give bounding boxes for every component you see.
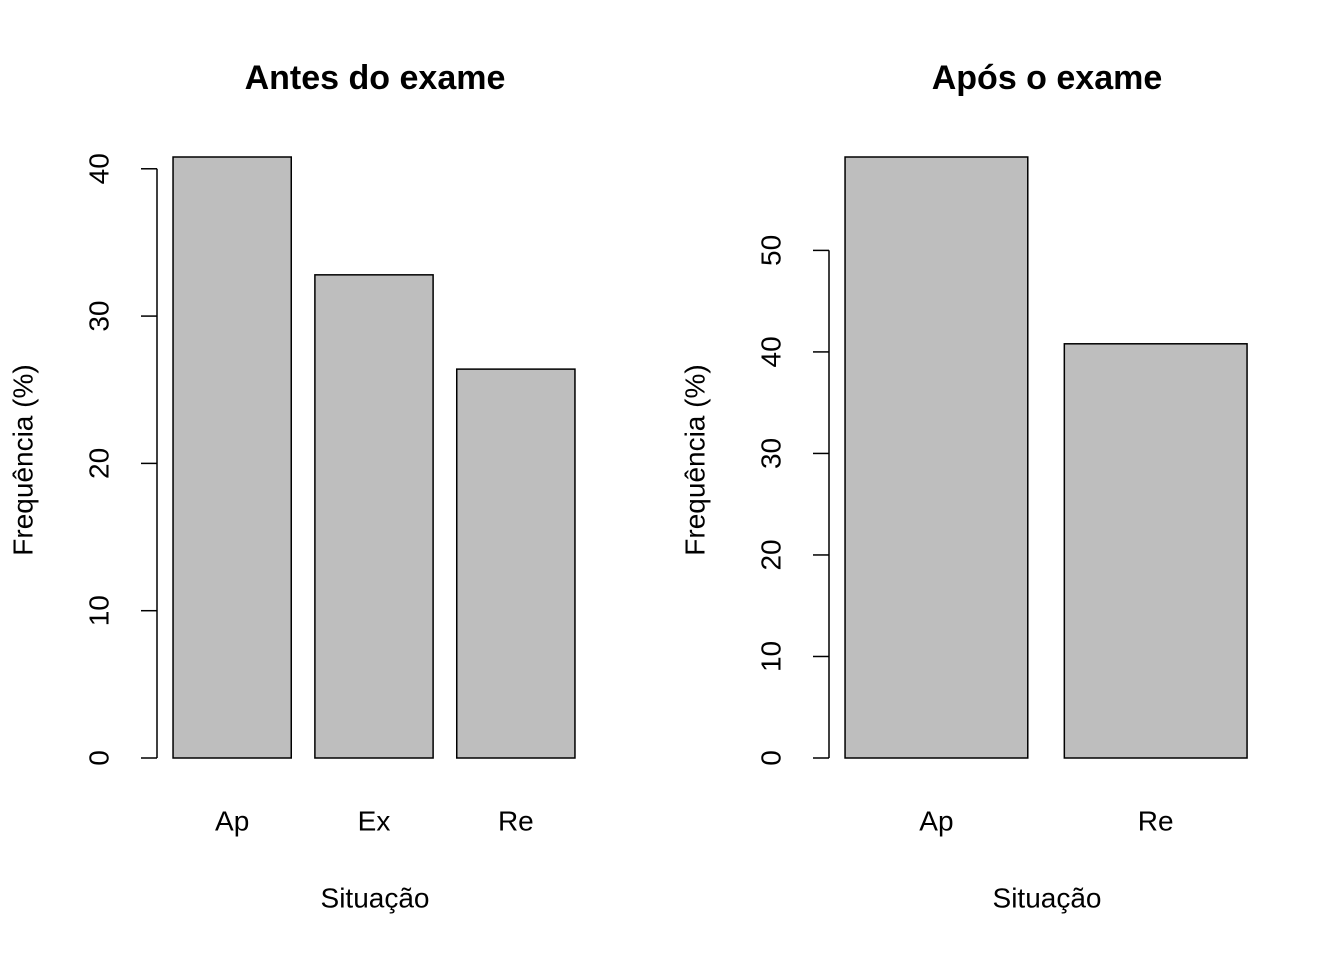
chart-title: Antes do exame xyxy=(245,59,506,97)
y-tick-label: 40 xyxy=(83,153,114,184)
x-tick-label: Re xyxy=(498,805,534,836)
x-tick-label: Ex xyxy=(358,805,391,836)
y-tick-label: 30 xyxy=(755,438,786,469)
bar xyxy=(314,274,434,759)
y-tick-label: 20 xyxy=(755,539,786,570)
y-tick-label: 50 xyxy=(755,235,786,266)
bar xyxy=(455,368,576,759)
x-axis-label: Situação xyxy=(321,882,430,913)
y-axis-label: Frequência (%) xyxy=(679,364,710,555)
bar xyxy=(1063,343,1248,759)
y-tick-label: 0 xyxy=(755,750,786,766)
chart-title: Após o exame xyxy=(932,59,1163,97)
x-tick-label: Re xyxy=(1138,805,1174,836)
y-axis-label: Frequência (%) xyxy=(7,364,38,555)
y-tick-label: 20 xyxy=(83,448,114,479)
y-tick-label: 40 xyxy=(755,336,786,367)
y-tick-label: 0 xyxy=(83,750,114,766)
x-tick-label: Ap xyxy=(215,805,249,836)
x-axis-label: Situação xyxy=(993,882,1102,913)
y-tick-label: 10 xyxy=(83,595,114,626)
x-tick-label: Ap xyxy=(919,805,953,836)
y-tick-label: 30 xyxy=(83,301,114,332)
bar xyxy=(172,156,293,759)
bar xyxy=(844,156,1029,759)
y-tick-label: 10 xyxy=(755,641,786,672)
